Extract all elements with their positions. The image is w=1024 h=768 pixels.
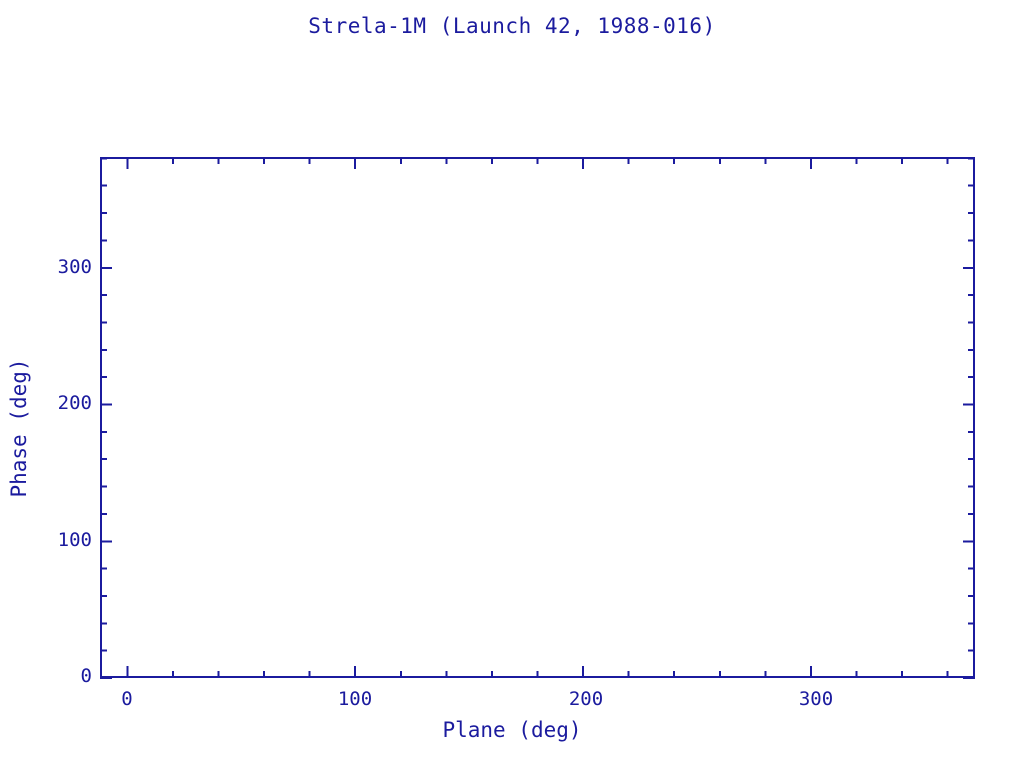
x-axis-label: Plane (deg) (442, 718, 582, 742)
ytick-label-300: 300 (57, 256, 92, 278)
page-title: Strela-1M (Launch 42, 1988-016) (308, 14, 716, 38)
xtick-label-0: 0 (121, 688, 133, 710)
ytick-label-0: 0 (80, 665, 92, 687)
plot-area (100, 157, 975, 678)
ytick-label-100: 100 (57, 529, 92, 551)
y-axis-label: Phase (deg) (7, 358, 31, 498)
xtick-label-300: 300 (798, 688, 834, 710)
xtick-label-200: 200 (568, 688, 604, 710)
xtick-label-100: 100 (337, 688, 373, 710)
ytick-label-200: 200 (57, 392, 92, 414)
